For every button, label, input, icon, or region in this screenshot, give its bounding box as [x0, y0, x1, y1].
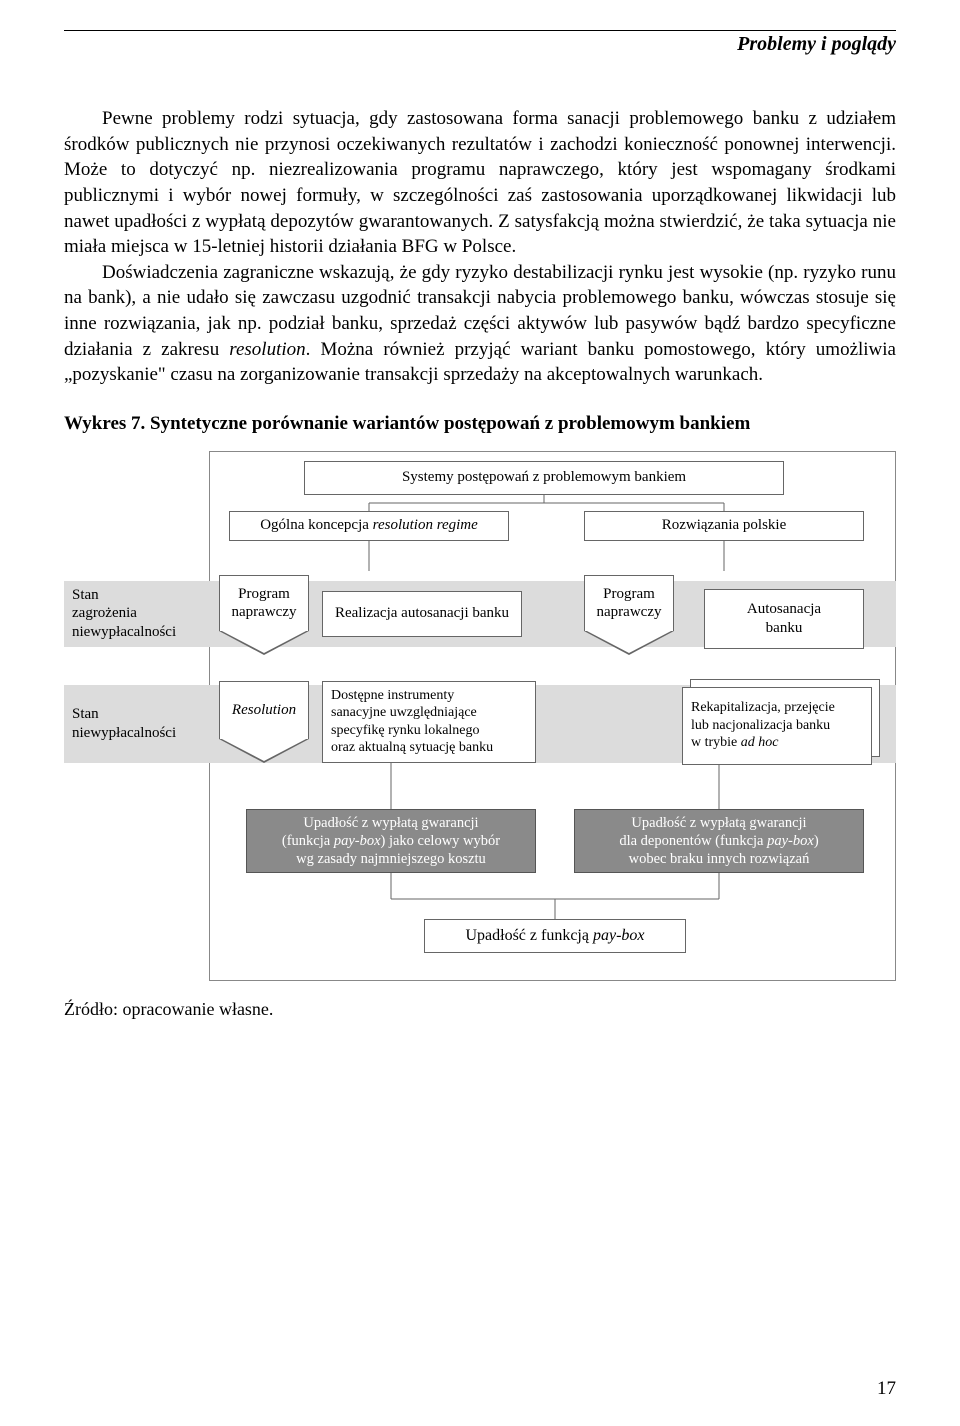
row2-label: Stan niewypłacalności [64, 695, 199, 753]
node-left-branch: Ogólna koncepcja resolution regime [229, 511, 509, 541]
source-note: Źródło: opracowanie własne. [64, 999, 896, 1020]
paragraph-2: Doświadczenia zagraniczne wskazują, że g… [64, 260, 896, 388]
chevron-program-right: Program naprawczy [584, 575, 674, 665]
node-dostepne: Dostępne instrumenty sanacyjne uwzględni… [322, 681, 536, 763]
node-autosanacja: Autosanacja banku [704, 589, 864, 649]
node-right-branch: Rozwiązania polskie [584, 511, 864, 541]
chevron-program-left: Program naprawczy [219, 575, 309, 665]
node-upadlosc-bottom: Upadłość z funkcją pay-box [424, 919, 686, 953]
diagram: Systemy postępowań z problemowym bankiem… [64, 451, 896, 981]
node-upadlosc-right: Upadłość z wypłatą gwarancjidla deponent… [574, 809, 864, 873]
node-realizacja: Realizacja autosanacji banku [322, 591, 522, 637]
node-systems: Systemy postępowań z problemowym bankiem [304, 461, 784, 495]
chevron-resolution: Resolution [219, 681, 309, 773]
node-upadlosc-left: Upadłość z wypłatą gwarancji(funkcja pay… [246, 809, 536, 873]
node-left-branch-text: Ogólna koncepcja resolution regime [260, 516, 478, 535]
chart-title: Wykres 7. Syntetyczne porównanie wariant… [64, 412, 896, 437]
row1-label: Stan zagrożenia niewypłacalności [64, 581, 199, 647]
paragraph-2-italic: resolution [229, 339, 305, 360]
paragraph-1: Pewne problemy rodzi sytuacja, gdy zasto… [64, 106, 896, 260]
node-rekapitalizacja: Rekapitalizacja, przejęcielub nacjonaliz… [682, 687, 872, 765]
page-number: 17 [877, 1378, 896, 1400]
running-head: Problemy i poglądy [64, 33, 896, 56]
